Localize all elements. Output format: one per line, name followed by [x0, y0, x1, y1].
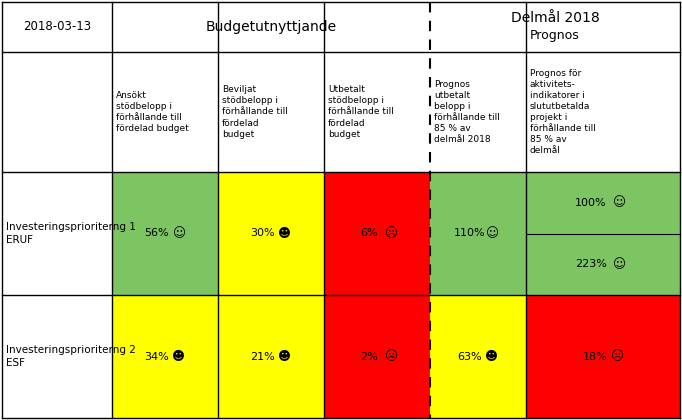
Bar: [2, 172, 112, 295]
Text: ☹: ☹: [610, 350, 623, 363]
Text: 223%: 223%: [575, 259, 607, 269]
Bar: [218, 52, 324, 172]
Text: ☺: ☺: [612, 196, 625, 209]
Text: Prognos för
aktivitets-
indikatorer i
slututbetalda
projekt i
förhållande till
8: Prognos för aktivitets- indikatorer i sl…: [530, 68, 596, 155]
Text: Prognos
utbetalt
belopp i
förhållande till
85 % av
delmål 2018: Prognos utbetalt belopp i förhållande ti…: [434, 80, 500, 144]
Bar: [324, 172, 430, 295]
Text: ☻: ☻: [278, 350, 291, 363]
Text: 6%: 6%: [360, 228, 378, 239]
Text: ☺: ☺: [612, 258, 625, 271]
Bar: [2, 52, 112, 172]
Bar: [430, 172, 526, 295]
Text: 30%: 30%: [251, 228, 276, 239]
Bar: [430, 52, 526, 172]
Bar: [112, 52, 218, 172]
Text: ☻: ☻: [486, 350, 499, 363]
Text: 2018-03-13: 2018-03-13: [23, 21, 91, 34]
Bar: [430, 295, 526, 418]
Bar: [112, 2, 430, 52]
Text: Investeringsprioriterng 2
ESF: Investeringsprioriterng 2 ESF: [6, 345, 136, 368]
Text: Delmål 2018: Delmål 2018: [511, 11, 599, 25]
Text: 34%: 34%: [145, 352, 169, 362]
Text: ☺: ☺: [486, 227, 499, 240]
Text: 2%: 2%: [360, 352, 378, 362]
Text: 21%: 21%: [250, 352, 276, 362]
Text: Prognos: Prognos: [530, 29, 580, 42]
Text: ☺: ☺: [173, 227, 186, 240]
Text: Beviljat
stödbelopp i
förhållande till
fördelad
budget: Beviljat stödbelopp i förhållande till f…: [222, 85, 288, 139]
Text: ☻: ☻: [278, 227, 291, 240]
Text: ☹: ☹: [385, 350, 398, 363]
Bar: [324, 295, 430, 418]
Text: 18%: 18%: [582, 352, 608, 362]
Text: Budgetutnyttjande: Budgetutnyttjande: [205, 20, 336, 34]
Bar: [324, 52, 430, 172]
Bar: [2, 2, 112, 52]
Bar: [526, 52, 680, 172]
Bar: [218, 295, 324, 418]
Text: 63%: 63%: [458, 352, 482, 362]
Text: ☹: ☹: [385, 227, 398, 240]
Bar: [430, 2, 680, 52]
Text: 56%: 56%: [145, 228, 169, 239]
Bar: [2, 295, 112, 418]
Bar: [112, 295, 218, 418]
Bar: [112, 172, 218, 295]
Text: 110%: 110%: [454, 228, 486, 239]
Text: Investeringsprioriterng 1
ERUF: Investeringsprioriterng 1 ERUF: [6, 222, 136, 245]
Bar: [526, 295, 680, 418]
Text: Ansökt
stödbelopp i
förhållande till
fördelad budget: Ansökt stödbelopp i förhållande till för…: [116, 91, 189, 133]
Text: 100%: 100%: [575, 198, 607, 208]
Bar: [526, 172, 680, 295]
Bar: [218, 172, 324, 295]
Text: Utbetalt
stödbelopp i
förhållande till
fördelad
budget: Utbetalt stödbelopp i förhållande till f…: [328, 85, 394, 139]
Text: ☻: ☻: [173, 350, 186, 363]
